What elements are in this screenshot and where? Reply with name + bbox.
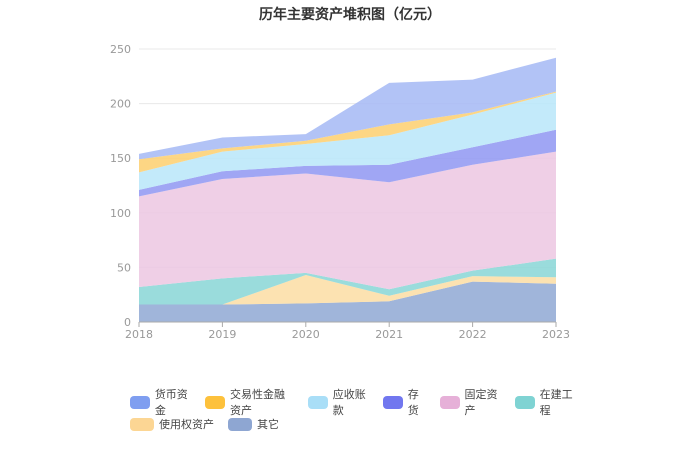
legend-item[interactable]: 固定资产 xyxy=(439,386,501,418)
legend-item[interactable]: 货币资金 xyxy=(130,386,191,418)
area-series xyxy=(139,92,556,190)
legend-swatch xyxy=(514,395,535,409)
legend-swatch xyxy=(439,395,460,409)
legend-label: 在建工程 xyxy=(539,388,573,417)
y-tick-label: 100 xyxy=(110,207,131,220)
x-tick-label: 2023 xyxy=(542,328,570,341)
y-tick-label: 50 xyxy=(117,261,131,274)
legend-item[interactable]: 在建工程 xyxy=(514,386,576,418)
legend-item[interactable]: 交易性金融资产 xyxy=(205,386,294,418)
legend-swatch xyxy=(130,395,150,409)
area-series xyxy=(139,281,556,322)
area-series xyxy=(139,258,556,305)
legend-label: 交易性金融资产 xyxy=(230,388,286,417)
legend-row: 使用权资产 其它 xyxy=(130,413,590,435)
y-tick-label: 200 xyxy=(110,98,131,111)
area-series xyxy=(139,57,556,160)
legend-item[interactable]: 使用权资产 xyxy=(130,416,214,432)
legend-swatch xyxy=(228,417,252,431)
y-tick-label: 150 xyxy=(110,152,131,165)
x-tick-label: 2018 xyxy=(125,328,153,341)
legend-swatch xyxy=(205,395,226,409)
area-series xyxy=(139,151,556,290)
legend-swatch xyxy=(383,395,403,409)
legend-swatch xyxy=(307,395,328,409)
legend-label: 货币资金 xyxy=(154,388,188,417)
legend-item[interactable]: 其它 xyxy=(228,416,279,432)
legend-swatch xyxy=(130,417,154,431)
legend-label: 存货 xyxy=(407,388,419,417)
legend-label: 使用权资产 xyxy=(159,418,214,431)
area-series xyxy=(139,275,556,305)
legend-label: 其它 xyxy=(257,418,279,431)
y-tick-label: 0 xyxy=(124,316,131,329)
y-tick-label: 250 xyxy=(110,43,131,56)
legend-label: 固定资产 xyxy=(464,388,498,417)
legend-item[interactable]: 存货 xyxy=(383,386,426,418)
area-series xyxy=(139,129,556,197)
chart-legend: 货币资金 交易性金融资产 应收账款 存货 固定资产 在建工程使用权资产 其它 xyxy=(130,388,590,435)
x-tick-label: 2020 xyxy=(292,328,320,341)
legend-label: 应收账款 xyxy=(332,388,366,417)
x-tick-label: 2019 xyxy=(208,328,236,341)
legend-row: 货币资金 交易性金融资产 应收账款 存货 固定资产 在建工程 xyxy=(130,388,590,417)
x-tick-label: 2022 xyxy=(459,328,487,341)
x-tick-label: 2021 xyxy=(375,328,403,341)
legend-item[interactable]: 应收账款 xyxy=(307,386,369,418)
chart-title: 历年主要资产堆积图（亿元） xyxy=(259,7,441,23)
